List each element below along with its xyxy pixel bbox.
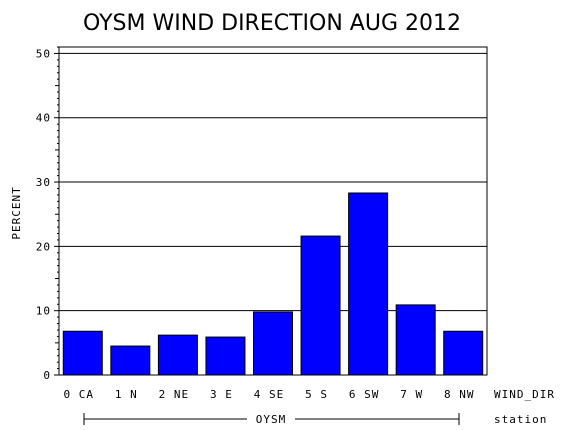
bars xyxy=(62,192,484,376)
x-tick-label: 3 E xyxy=(210,388,233,401)
y-tick-label: 50 xyxy=(36,47,51,60)
bar xyxy=(253,311,293,376)
y-tick-label: 30 xyxy=(36,176,51,189)
chart-title: OYSM WIND DIRECTION AUG 2012 xyxy=(83,11,461,36)
y-tick-label: 10 xyxy=(36,305,51,318)
y-tick-label: 0 xyxy=(43,369,51,382)
plot-frame xyxy=(58,46,488,376)
gridlines xyxy=(59,52,487,312)
bar xyxy=(395,304,436,376)
x-tick-label: 6 SW xyxy=(349,388,380,401)
bar xyxy=(157,334,198,376)
y-tick-label: 40 xyxy=(36,112,51,125)
x-tick-label: 8 NW xyxy=(444,388,475,401)
bar xyxy=(110,345,151,376)
bar xyxy=(348,192,389,376)
bar xyxy=(62,330,103,376)
x-tick-label: 4 SE xyxy=(254,388,285,401)
x-axis-tick-labels: 0 CA 1 N 2 NE 3 E 4 SE 5 S 6 SW 7 W 8 NW xyxy=(64,388,475,401)
x-axis-label: WIND_DIR xyxy=(494,388,555,401)
x-tick-label: 0 CA xyxy=(64,388,95,401)
y-axis-label: PERCENT xyxy=(10,186,23,239)
y-tick-label: 20 xyxy=(36,240,51,253)
bar xyxy=(300,235,341,376)
y-axis-ticks: 0 10 20 30 40 50 xyxy=(36,46,59,382)
x-tick-label: 1 N xyxy=(115,388,138,401)
x-tick-label: 7 W xyxy=(400,388,423,401)
x-tick-label: 2 NE xyxy=(159,388,190,401)
group-label: OYSM xyxy=(256,413,287,426)
group-bracket xyxy=(83,413,460,425)
bar xyxy=(443,330,484,376)
group-axis-label: station xyxy=(494,413,547,426)
bar xyxy=(205,336,246,376)
x-tick-label: 5 S xyxy=(305,388,328,401)
